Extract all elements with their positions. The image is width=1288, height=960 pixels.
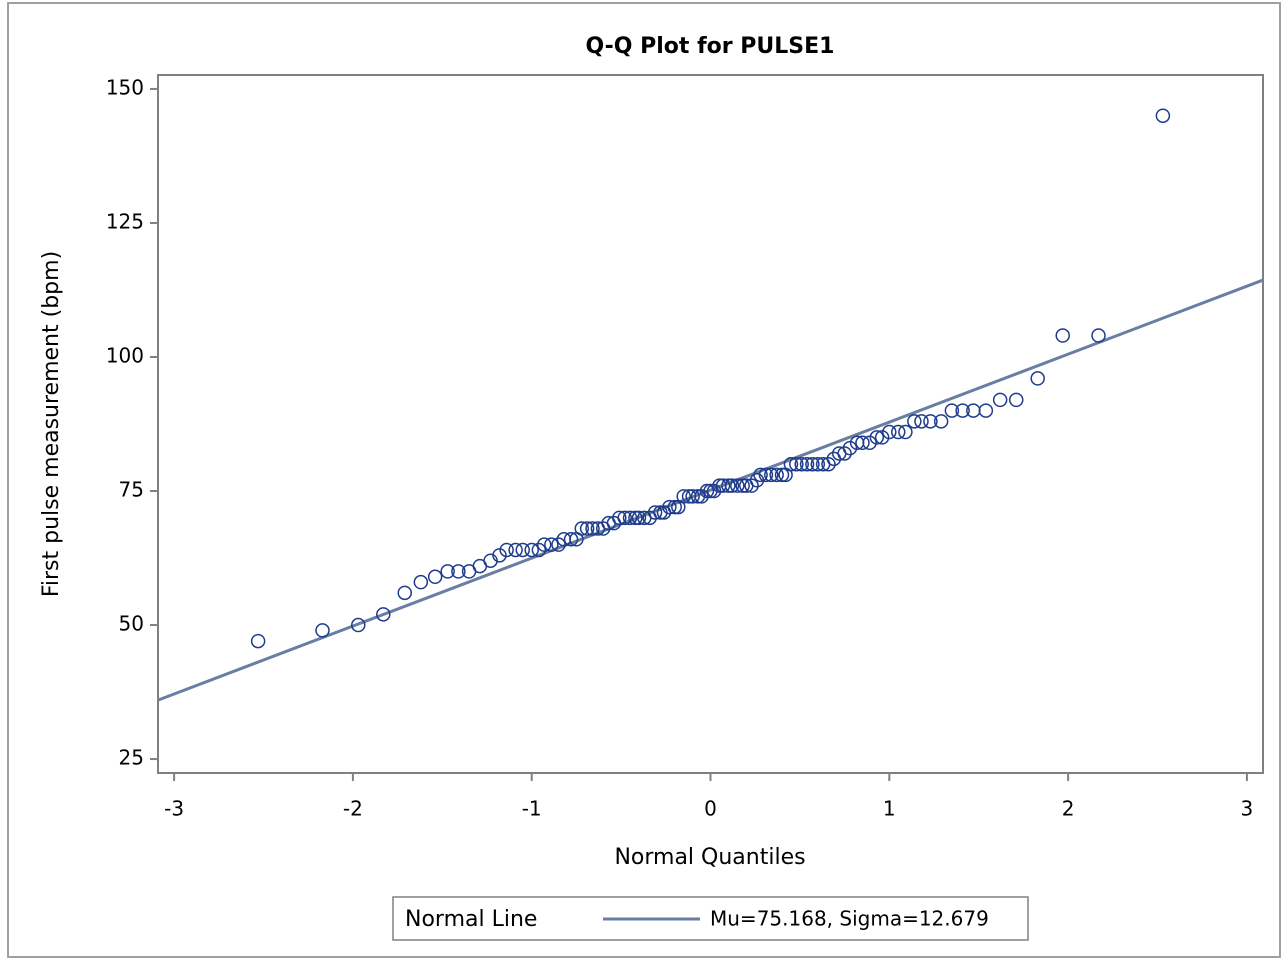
point — [758, 467, 774, 483]
point — [721, 478, 736, 493]
point — [563, 532, 579, 547]
point — [544, 537, 559, 552]
point — [810, 456, 826, 472]
point — [837, 446, 852, 461]
point — [647, 505, 663, 520]
x-tick-label: 0 — [704, 797, 717, 821]
point — [622, 510, 638, 526]
point — [315, 623, 330, 638]
x-tick-label: 1 — [883, 797, 896, 821]
point — [662, 499, 677, 515]
x-tick-label: -2 — [343, 797, 363, 821]
point — [536, 537, 552, 552]
point — [978, 403, 994, 418]
point — [794, 456, 809, 472]
point — [1009, 392, 1024, 408]
point — [1055, 328, 1070, 343]
x-tick-label: 3 — [1241, 797, 1254, 821]
point — [612, 510, 627, 526]
y-tick-label: 100 — [106, 343, 144, 367]
point — [1030, 371, 1045, 386]
y-tick-label: 75 — [119, 478, 144, 502]
point — [508, 542, 523, 558]
point — [769, 467, 784, 483]
point — [724, 478, 740, 493]
point — [676, 489, 691, 504]
x-tick-label: -1 — [522, 797, 542, 821]
point — [1155, 108, 1171, 123]
point — [499, 542, 514, 558]
y-tick-label: 125 — [106, 209, 144, 233]
point — [397, 585, 412, 601]
point — [805, 456, 820, 472]
point — [699, 483, 715, 499]
point — [628, 510, 643, 526]
point — [531, 542, 547, 558]
point — [944, 403, 960, 418]
point — [992, 392, 1008, 408]
point — [667, 499, 682, 515]
point — [585, 521, 600, 536]
point — [774, 467, 790, 483]
point — [551, 537, 566, 552]
x-tick-label: -3 — [164, 797, 184, 821]
point — [730, 478, 745, 493]
point — [882, 424, 897, 440]
point — [914, 414, 929, 429]
point — [855, 435, 870, 451]
point — [783, 456, 799, 472]
point — [923, 414, 938, 429]
point — [955, 403, 970, 418]
frame — [7, 2, 1281, 958]
point — [631, 510, 647, 526]
point — [753, 467, 768, 483]
point — [715, 478, 731, 493]
legend-title: Normal Line — [405, 907, 537, 932]
x-axis-label: Normal Quantiles — [614, 845, 805, 870]
point — [898, 424, 913, 440]
legend-box — [392, 896, 1029, 941]
legend-label: Mu=75.168, Sigma=12.679 — [710, 907, 989, 931]
point — [869, 430, 885, 445]
point — [764, 467, 779, 483]
point — [579, 521, 595, 536]
x-tick-label: 2 — [1062, 797, 1075, 821]
point — [744, 478, 759, 493]
point — [1091, 328, 1106, 343]
point — [351, 617, 366, 633]
point — [413, 574, 429, 590]
point — [890, 424, 906, 440]
point — [376, 607, 391, 622]
chart-title: Q-Q Plot for PULSE1 — [586, 34, 835, 59]
point — [933, 414, 949, 429]
point — [250, 633, 266, 649]
y-tick-label: 150 — [106, 75, 144, 99]
point — [799, 456, 815, 472]
point — [907, 414, 922, 429]
point — [735, 478, 750, 493]
point — [524, 542, 539, 558]
point — [427, 569, 443, 585]
point — [574, 521, 590, 536]
point — [821, 456, 836, 472]
point — [440, 564, 455, 579]
y-tick-label: 25 — [119, 746, 144, 770]
y-tick-label: 50 — [119, 612, 144, 636]
point — [789, 456, 804, 472]
y-axis-label: First pulse measurement (bpm) — [39, 251, 64, 597]
point — [515, 542, 531, 558]
point — [617, 510, 632, 526]
reference-line — [157, 278, 1264, 702]
point — [685, 489, 700, 504]
point — [451, 564, 466, 579]
